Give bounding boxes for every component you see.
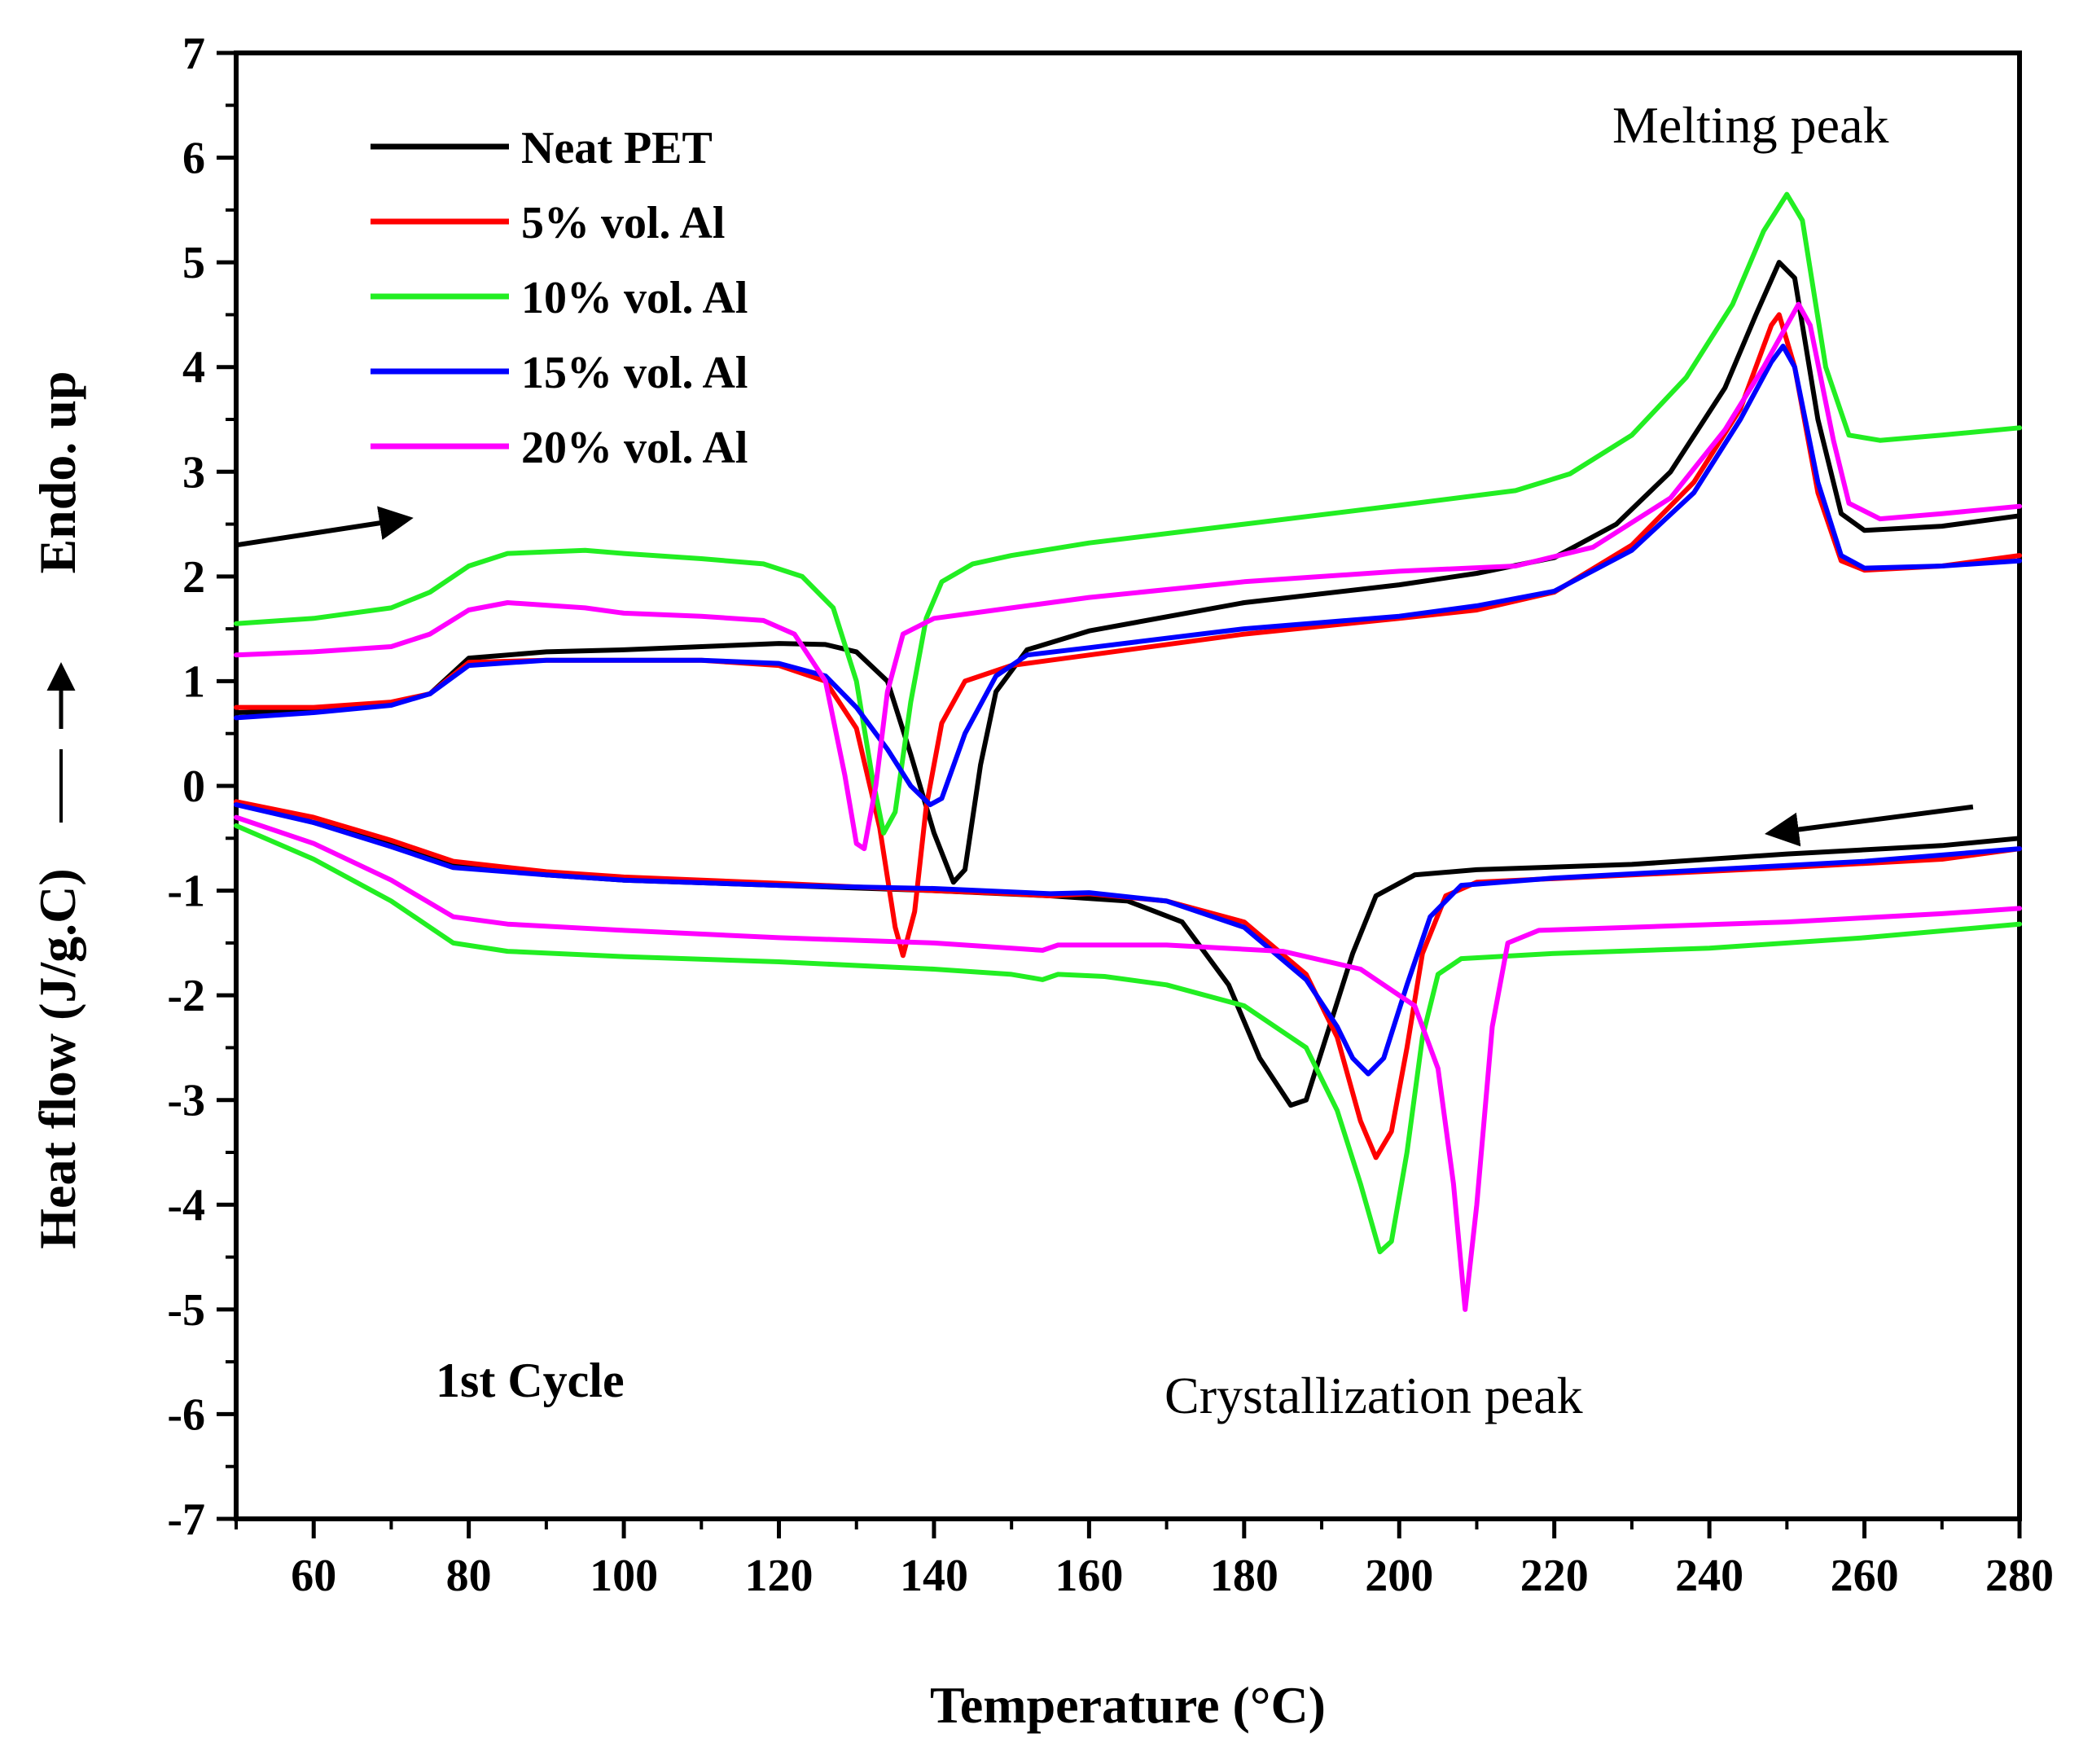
legend: Neat PET 5% vol. Al 10% vol. Al 15% vol. Al… [371, 123, 748, 473]
series-heating-5-vol-al [234, 312, 2022, 959]
plot-area [234, 50, 2022, 1521]
y-tick-label: 1 [182, 656, 205, 707]
x-tick-label: 160 [1055, 1551, 1123, 1601]
y-tick-label: -6 [167, 1389, 205, 1440]
y-tick-label: 5 [182, 238, 205, 288]
y-tick-label: 7 [182, 29, 205, 79]
legend-label: 10% vol. Al [521, 273, 748, 323]
axis-ticks: 60 80 100 120 140 160 180 200 220 240 260 280-7-6-5… [167, 29, 2054, 1601]
y-tick-label: 3 [182, 447, 205, 498]
legend-label: 5% vol. Al [521, 198, 725, 248]
x-tick-label: 220 [1520, 1551, 1589, 1601]
annotation-melting-peak: Melting peak [1612, 96, 1888, 154]
y-axis-title: Heat flow (J/g.C) [29, 868, 86, 1248]
y-tick-label: -7 [167, 1494, 205, 1545]
x-tick-label: 60 [291, 1551, 336, 1601]
x-tick-label: 120 [745, 1551, 814, 1601]
y-tick-label: 0 [182, 761, 205, 812]
legend-label: Neat PET [521, 123, 713, 173]
series-heating-10-vol-al [234, 191, 2022, 836]
legend-label: 15% vol. Al [521, 348, 748, 398]
series-cooling-15-vol-al [234, 802, 2022, 1077]
annotation-cycle: 1st Cycle [436, 1354, 625, 1407]
y-tick-label: 2 [182, 552, 205, 603]
x-tick-label: 180 [1210, 1551, 1278, 1601]
annotation-crystallization-peak: Crystallization peak [1164, 1367, 1583, 1424]
series-layer [234, 191, 2022, 1312]
series-heating-neat-pet [234, 260, 2022, 885]
arrow-heating [235, 506, 414, 548]
direction-arrows [235, 506, 1974, 847]
y-tick-label: 6 [182, 134, 205, 184]
y-tick-label: -2 [167, 971, 205, 1021]
arrow-cooling [1764, 804, 1974, 847]
y-tick-label: -5 [167, 1285, 205, 1336]
x-tick-label: 200 [1365, 1551, 1433, 1601]
series-heating-20-vol-al [234, 301, 2022, 852]
x-tick-label: 100 [590, 1551, 658, 1601]
series-cooling-neat-pet [234, 799, 2022, 1108]
x-tick-label: 240 [1675, 1551, 1743, 1601]
y-tick-label: -4 [167, 1180, 205, 1231]
series-cooling-10-vol-al [234, 823, 2022, 1255]
x-tick-label: 260 [1831, 1551, 1899, 1601]
series-heating-15-vol-al [234, 344, 2022, 808]
legend-label: 20% vol. Al [521, 423, 748, 473]
y-tick-label: -3 [167, 1076, 205, 1126]
x-tick-label: 80 [446, 1551, 492, 1601]
y-tick-label: 4 [182, 343, 205, 393]
x-tick-label: 140 [900, 1551, 968, 1601]
x-tick-label: 280 [1985, 1551, 2054, 1601]
x-axis-title: Temperature (°C) [930, 1676, 1326, 1734]
y-axis-endo-label: Endo. up [29, 371, 86, 573]
y-tick-label: -1 [167, 867, 205, 917]
series-cooling-20-vol-al [234, 814, 2022, 1312]
